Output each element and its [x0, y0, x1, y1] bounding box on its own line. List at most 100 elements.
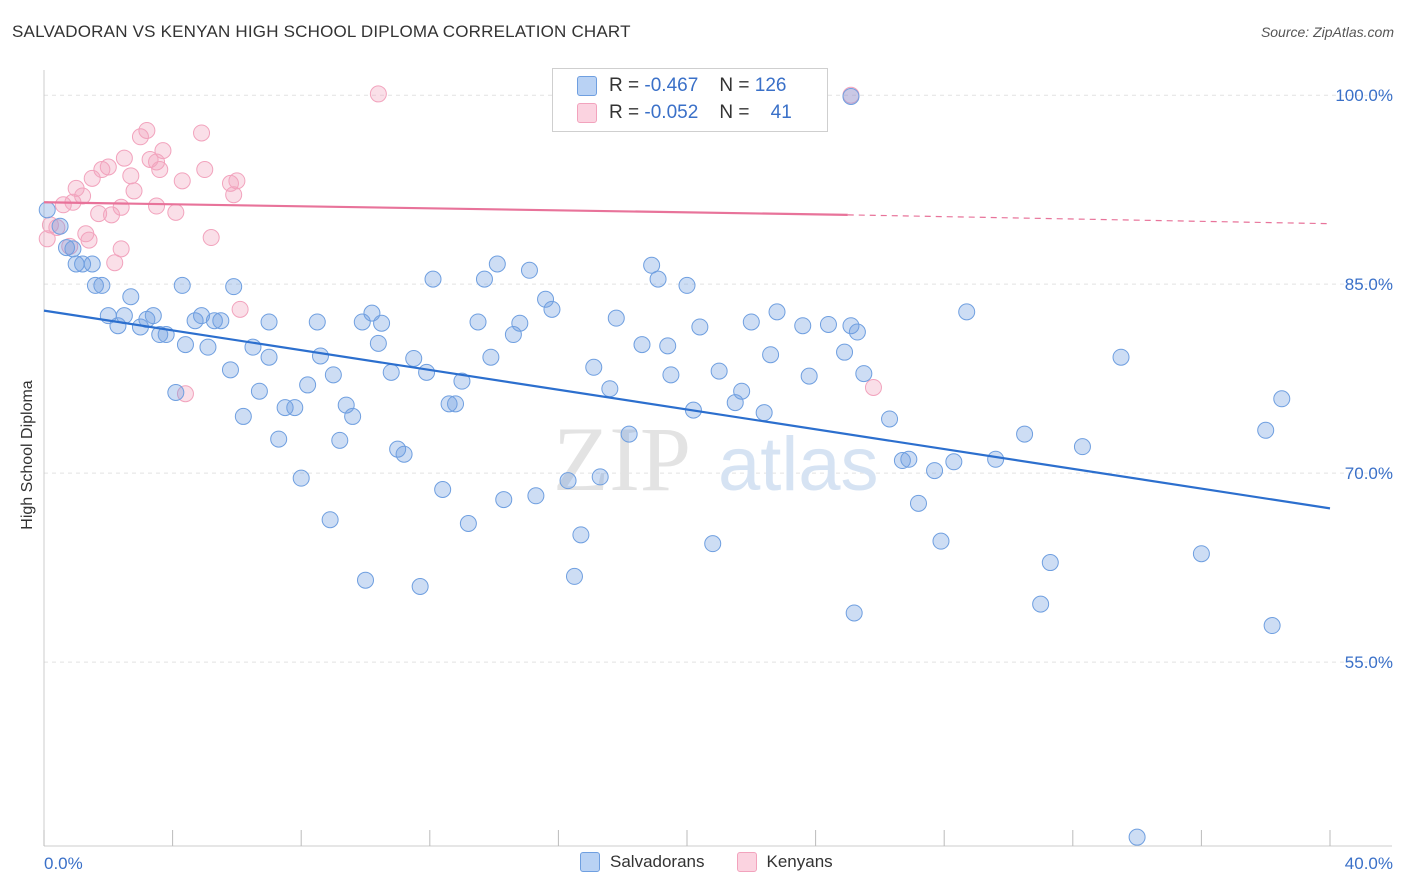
salvadoran-point: [909, 494, 927, 512]
kenyan-point: [369, 85, 387, 103]
salvadoran-point: [704, 535, 722, 553]
salvadoran-point: [38, 201, 56, 219]
salvadoran-point: [649, 270, 667, 288]
salvadoran-point: [344, 407, 362, 425]
kenyan-point: [112, 240, 130, 258]
salvadoran-point: [58, 239, 76, 257]
kenyans-swatch: [736, 852, 757, 872]
kenyan-point: [54, 196, 72, 214]
salvadoran-point: [659, 337, 677, 355]
salvadoran-point: [565, 567, 583, 585]
series-legend: Salvadorans Kenyans: [580, 852, 865, 872]
chart-title: SALVADORAN VS KENYAN HIGH SCHOOL DIPLOMA…: [12, 22, 631, 41]
kenyan-point: [99, 158, 117, 176]
kenyans-swatch: [577, 103, 597, 123]
salvadoran-point: [495, 491, 513, 509]
salvadoran-point: [270, 430, 288, 448]
legend-item-kenyans[interactable]: Kenyans: [736, 852, 833, 872]
gridlines: [44, 94, 1392, 663]
salvadoran-point: [357, 571, 374, 589]
salvadoran-point: [459, 515, 477, 533]
salvadoran-point: [199, 338, 217, 356]
salvadoran-point: [212, 312, 230, 330]
salvadoran-point: [411, 577, 429, 595]
salvadoran-point: [572, 526, 590, 544]
salvadoran-point: [742, 313, 760, 331]
legend-r-label: R =: [609, 102, 640, 123]
salvadoran-point: [987, 450, 1005, 468]
salvadoran-point: [926, 462, 944, 480]
salvadoran-point: [292, 469, 310, 487]
salvadoran-point: [418, 363, 436, 381]
salvadoran-point: [453, 372, 471, 390]
kenyan-point: [83, 169, 101, 187]
salvadoran-point: [1257, 421, 1275, 439]
salvadoran-point: [527, 487, 545, 505]
salvadoran-point: [845, 604, 863, 622]
salvadoran-point: [447, 395, 465, 413]
salvadoran-point: [691, 318, 709, 336]
salvadoran-point: [234, 407, 252, 425]
salvadoran-point: [520, 261, 538, 279]
watermark-zip: ZIP: [553, 408, 691, 510]
salvadoran-point: [855, 365, 873, 383]
salvadoran-point: [173, 276, 191, 294]
kenyan-point: [112, 198, 130, 216]
tick-labels: 55.0% 70.0% 85.0% 100.0% 0.0% 40.0%: [44, 86, 1393, 873]
salvadoran-point: [537, 290, 555, 308]
legend-r-label: R =: [609, 75, 640, 96]
salvadoran-point: [353, 313, 371, 331]
kenyan-point: [125, 182, 143, 200]
salvadoran-point: [620, 425, 638, 443]
salvadoran-point: [151, 326, 169, 344]
salvadoran-point: [225, 278, 243, 296]
watermark-atlas: atlas: [718, 422, 879, 507]
kenyan-point: [167, 203, 185, 221]
salvadoran-point: [800, 367, 818, 385]
salvadoran-point: [93, 276, 111, 294]
salvadorans-points: [38, 87, 1291, 846]
salvadoran-point: [755, 404, 773, 422]
kenyan-point: [74, 187, 92, 205]
y-tick-label: 70.0%: [1345, 464, 1393, 483]
salvadoran-point: [848, 323, 866, 341]
correlation-legend: R = -0.467 N = 126 R = -0.052 N = 41: [552, 68, 828, 132]
salvadoran-point: [932, 532, 950, 550]
salvadoran-point: [900, 450, 918, 468]
salvadoran-point: [331, 431, 349, 449]
legend-item-salvadorans[interactable]: Salvadorans: [580, 852, 705, 872]
kenyans-trend-extension: [847, 214, 1331, 225]
legend-n-value: 41: [770, 102, 792, 123]
legend-r-value: -0.052: [644, 102, 699, 123]
salvadoran-point: [710, 362, 728, 380]
kenyan-point: [90, 205, 108, 223]
salvadoran-point: [1128, 828, 1146, 846]
salvadoran-point: [794, 317, 812, 335]
salvadoran-point: [945, 453, 963, 471]
salvadoran-point: [958, 303, 976, 321]
salvadoran-point: [482, 348, 500, 366]
kenyan-point: [106, 254, 124, 272]
salvadoran-point: [585, 358, 603, 376]
legend-row-salvadorans: R = -0.467 N = 126: [577, 75, 786, 97]
salvadoran-point: [221, 361, 239, 379]
salvadoran-point: [762, 346, 780, 364]
salvadoran-point: [395, 445, 413, 463]
salvadoran-point: [511, 314, 529, 332]
salvadoran-point: [424, 270, 442, 288]
salvadoran-point: [260, 348, 278, 366]
salvadoran-point: [768, 303, 786, 321]
legend-item-label: Kenyans: [766, 852, 833, 871]
kenyan-point: [228, 172, 246, 190]
salvadoran-point: [260, 313, 278, 331]
salvadorans-swatch: [580, 852, 600, 872]
salvadoran-point: [167, 383, 185, 401]
legend-n-label: N =: [719, 102, 750, 123]
y-tick-label: 100.0%: [1335, 86, 1393, 105]
salvadoran-point: [633, 336, 651, 354]
salvadoran-point: [678, 276, 696, 294]
kenyan-point: [148, 197, 166, 215]
salvadoran-point: [276, 399, 294, 417]
salvadoran-point: [475, 270, 493, 288]
trend-lines: [43, 201, 1331, 510]
